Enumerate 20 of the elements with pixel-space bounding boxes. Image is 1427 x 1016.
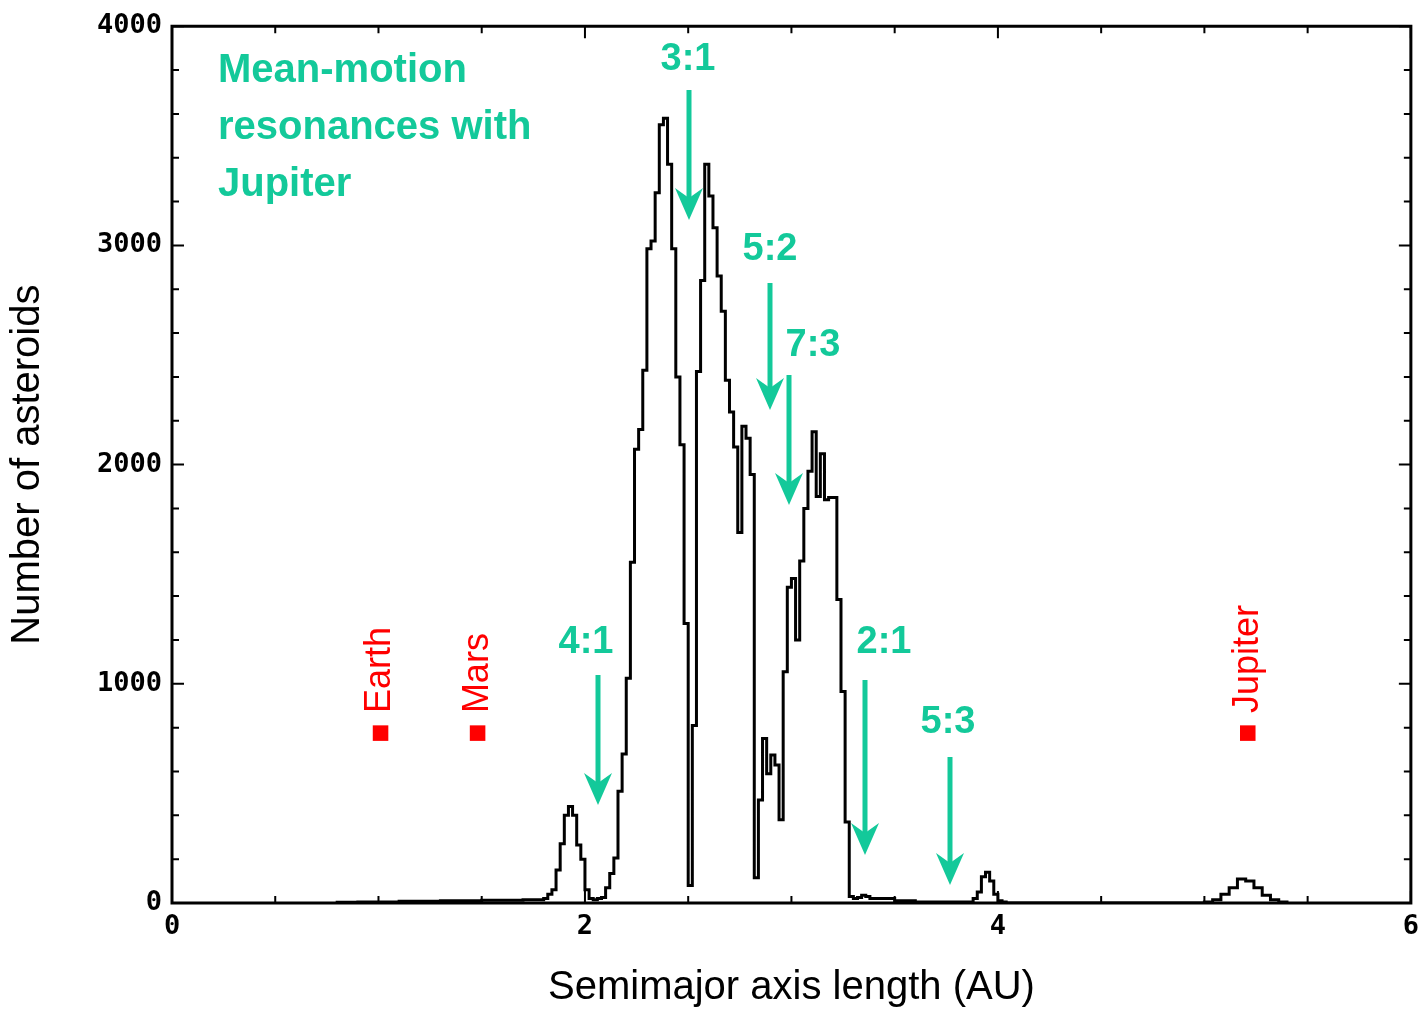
y-tick-label: 0 xyxy=(145,885,162,917)
x-tick-label: 2 xyxy=(576,909,594,941)
y-tick-label: 1000 xyxy=(96,665,162,697)
y-tick-label: 3000 xyxy=(96,227,162,259)
y-tick-label: 2000 xyxy=(96,446,162,478)
annotation: 7:3 xyxy=(784,322,842,364)
annotation: 5:3 xyxy=(919,699,977,741)
annotation: Mean-motion resonances with Jupiter xyxy=(218,45,533,206)
data-label: Mars xyxy=(454,633,496,714)
annotation: 5:2 xyxy=(741,226,799,268)
y-tick-label: 4000 xyxy=(96,8,162,40)
y-axis-title: Number of asteroids xyxy=(3,284,48,645)
x-tick-label: 4 xyxy=(989,909,1007,941)
x-tick-label: 6 xyxy=(1402,909,1420,941)
data-label: Earth xyxy=(357,627,399,714)
annotation: 3:1 xyxy=(659,36,717,78)
annotation: 2:1 xyxy=(855,619,913,661)
x-axis-title: Semimajor axis length (AU) xyxy=(548,963,1035,1008)
data-label: Jupiter xyxy=(1224,605,1266,714)
annotation: 4:1 xyxy=(557,619,615,661)
